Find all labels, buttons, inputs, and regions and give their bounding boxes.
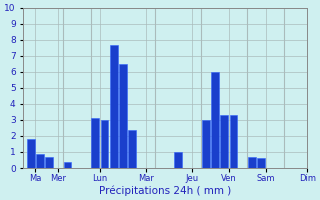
Bar (91, 118, 99, 168)
Bar (36, 154, 44, 168)
Bar (211, 72, 219, 168)
Bar (174, 152, 182, 168)
X-axis label: Précipitations 24h ( mm ): Précipitations 24h ( mm ) (99, 185, 231, 196)
Bar (64, 162, 71, 168)
Bar (119, 64, 127, 168)
Bar (257, 158, 265, 168)
Bar (100, 120, 108, 168)
Bar (220, 115, 228, 168)
Bar (128, 130, 136, 168)
Bar (110, 45, 117, 168)
Bar (27, 139, 35, 168)
Bar (230, 115, 237, 168)
Bar (248, 157, 256, 168)
Bar (45, 157, 53, 168)
Bar (202, 120, 210, 168)
